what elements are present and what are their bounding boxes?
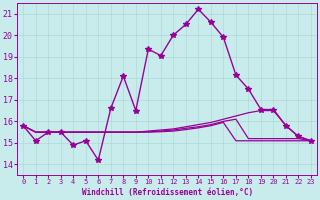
X-axis label: Windchill (Refroidissement éolien,°C): Windchill (Refroidissement éolien,°C) [82, 188, 253, 197]
